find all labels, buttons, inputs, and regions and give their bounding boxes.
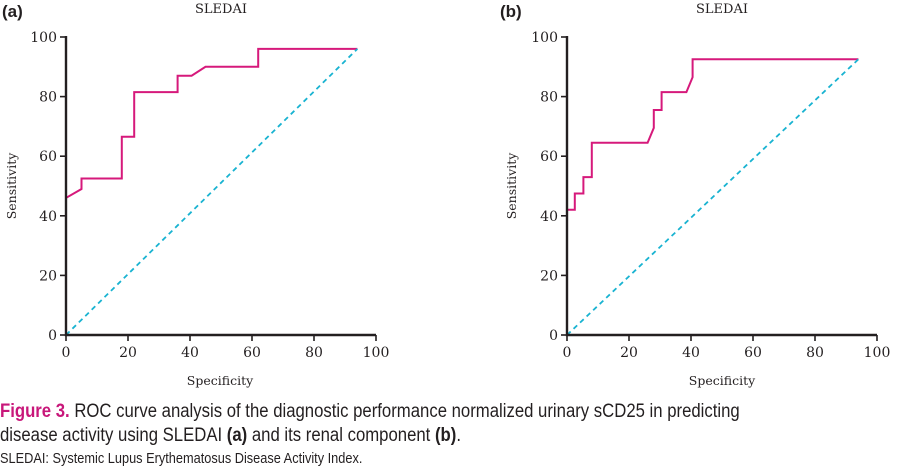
roc-chart-b: (b) SLEDAI Specificity Sensitivity 0 20 40…: [500, 2, 891, 388]
chart-panel-b: (b) SLEDAI Specificity Sensitivity 0 20 40…: [450, 0, 899, 392]
y-tick-label-b-80: 80: [540, 90, 558, 106]
panel-label-a: (a): [2, 2, 23, 21]
caption-line-2: disease activity using SLEDAI (a) and it…: [0, 424, 898, 448]
chart-title-b: SLEDAI: [696, 2, 748, 17]
y-tick-label-a-80: 80: [39, 90, 57, 106]
x-tick-label-a-80: 80: [305, 345, 323, 361]
x-ticks-b: 0 20 40 60 80 100: [563, 335, 891, 361]
caption-text-2a: disease activity using SLEDAI: [0, 425, 227, 446]
roc-curve-a: [65, 47, 358, 335]
y-axis-label-b: Sensitivity: [504, 152, 519, 220]
axes-b: [565, 36, 877, 337]
caption-ref-a: (a): [226, 425, 248, 446]
x-tick-label-b-80: 80: [806, 345, 824, 361]
x-tick-label-a-60: 60: [243, 345, 261, 361]
x-ticks-a: 0 20 40 60 80 100: [62, 335, 390, 361]
panel-label-b: (b): [500, 2, 522, 21]
x-tick-label-a-40: 40: [181, 345, 199, 361]
caption-text-2b: and its renal component: [247, 425, 435, 446]
x-tick-label-b-100: 100: [864, 345, 891, 361]
x-tick-label-b-40: 40: [682, 345, 700, 361]
y-tick-label-a-20: 20: [39, 268, 57, 284]
y-tick-label-a-60: 60: [39, 149, 57, 165]
roc-curve-b: [566, 58, 859, 335]
x-axis-label-a: Specificity: [187, 373, 254, 388]
y-ticks-a: 0 20 40 60 80 100: [30, 30, 66, 344]
y-tick-label-a-40: 40: [39, 209, 57, 225]
x-tick-label-b-0: 0: [563, 345, 572, 361]
abbreviation-note: SLEDAI: Systemic Lupus Erythematosus Dis…: [0, 451, 363, 467]
caption-text-2c: .: [456, 425, 461, 446]
reference-line-a: [65, 48, 359, 336]
x-tick-label-b-20: 20: [620, 345, 638, 361]
y-tick-label-b-60: 60: [540, 149, 558, 165]
y-tick-label-a-0: 0: [48, 328, 57, 344]
chart-panel-a: (a) SLEDAI Specificity Sensitivity 0 20 40…: [0, 0, 450, 392]
figure-label: Figure 3.: [0, 401, 70, 422]
caption-text-1: ROC curve analysis of the diagnostic per…: [69, 401, 740, 422]
y-tick-label-b-100: 100: [531, 30, 558, 46]
y-ticks-b: 0 20 40 60 80 100: [531, 30, 567, 344]
y-tick-label-b-20: 20: [540, 268, 558, 284]
x-tick-label-a-100: 100: [363, 345, 390, 361]
x-tick-label-a-20: 20: [119, 345, 137, 361]
chart-title-a: SLEDAI: [195, 2, 247, 17]
y-tick-label-b-0: 0: [549, 328, 558, 344]
x-tick-label-b-60: 60: [744, 345, 762, 361]
series-a: [65, 47, 359, 336]
reference-line-b: [566, 58, 860, 336]
x-axis-label-b: Specificity: [689, 373, 756, 388]
caption-line-1: Figure 3. ROC curve analysis of the diag…: [0, 400, 898, 424]
series-b: [566, 58, 860, 336]
figure-caption: Figure 3. ROC curve analysis of the diag…: [0, 400, 899, 470]
x-tick-label-a-0: 0: [62, 345, 71, 361]
caption-ref-b: (b): [434, 425, 457, 446]
y-tick-label-a-100: 100: [30, 30, 57, 46]
y-axis-label-a: Sensitivity: [4, 152, 19, 220]
roc-chart-a: (a) SLEDAI Specificity Sensitivity 0 20 40…: [2, 2, 390, 388]
y-tick-label-b-40: 40: [540, 209, 558, 225]
axes-a: [64, 36, 376, 337]
